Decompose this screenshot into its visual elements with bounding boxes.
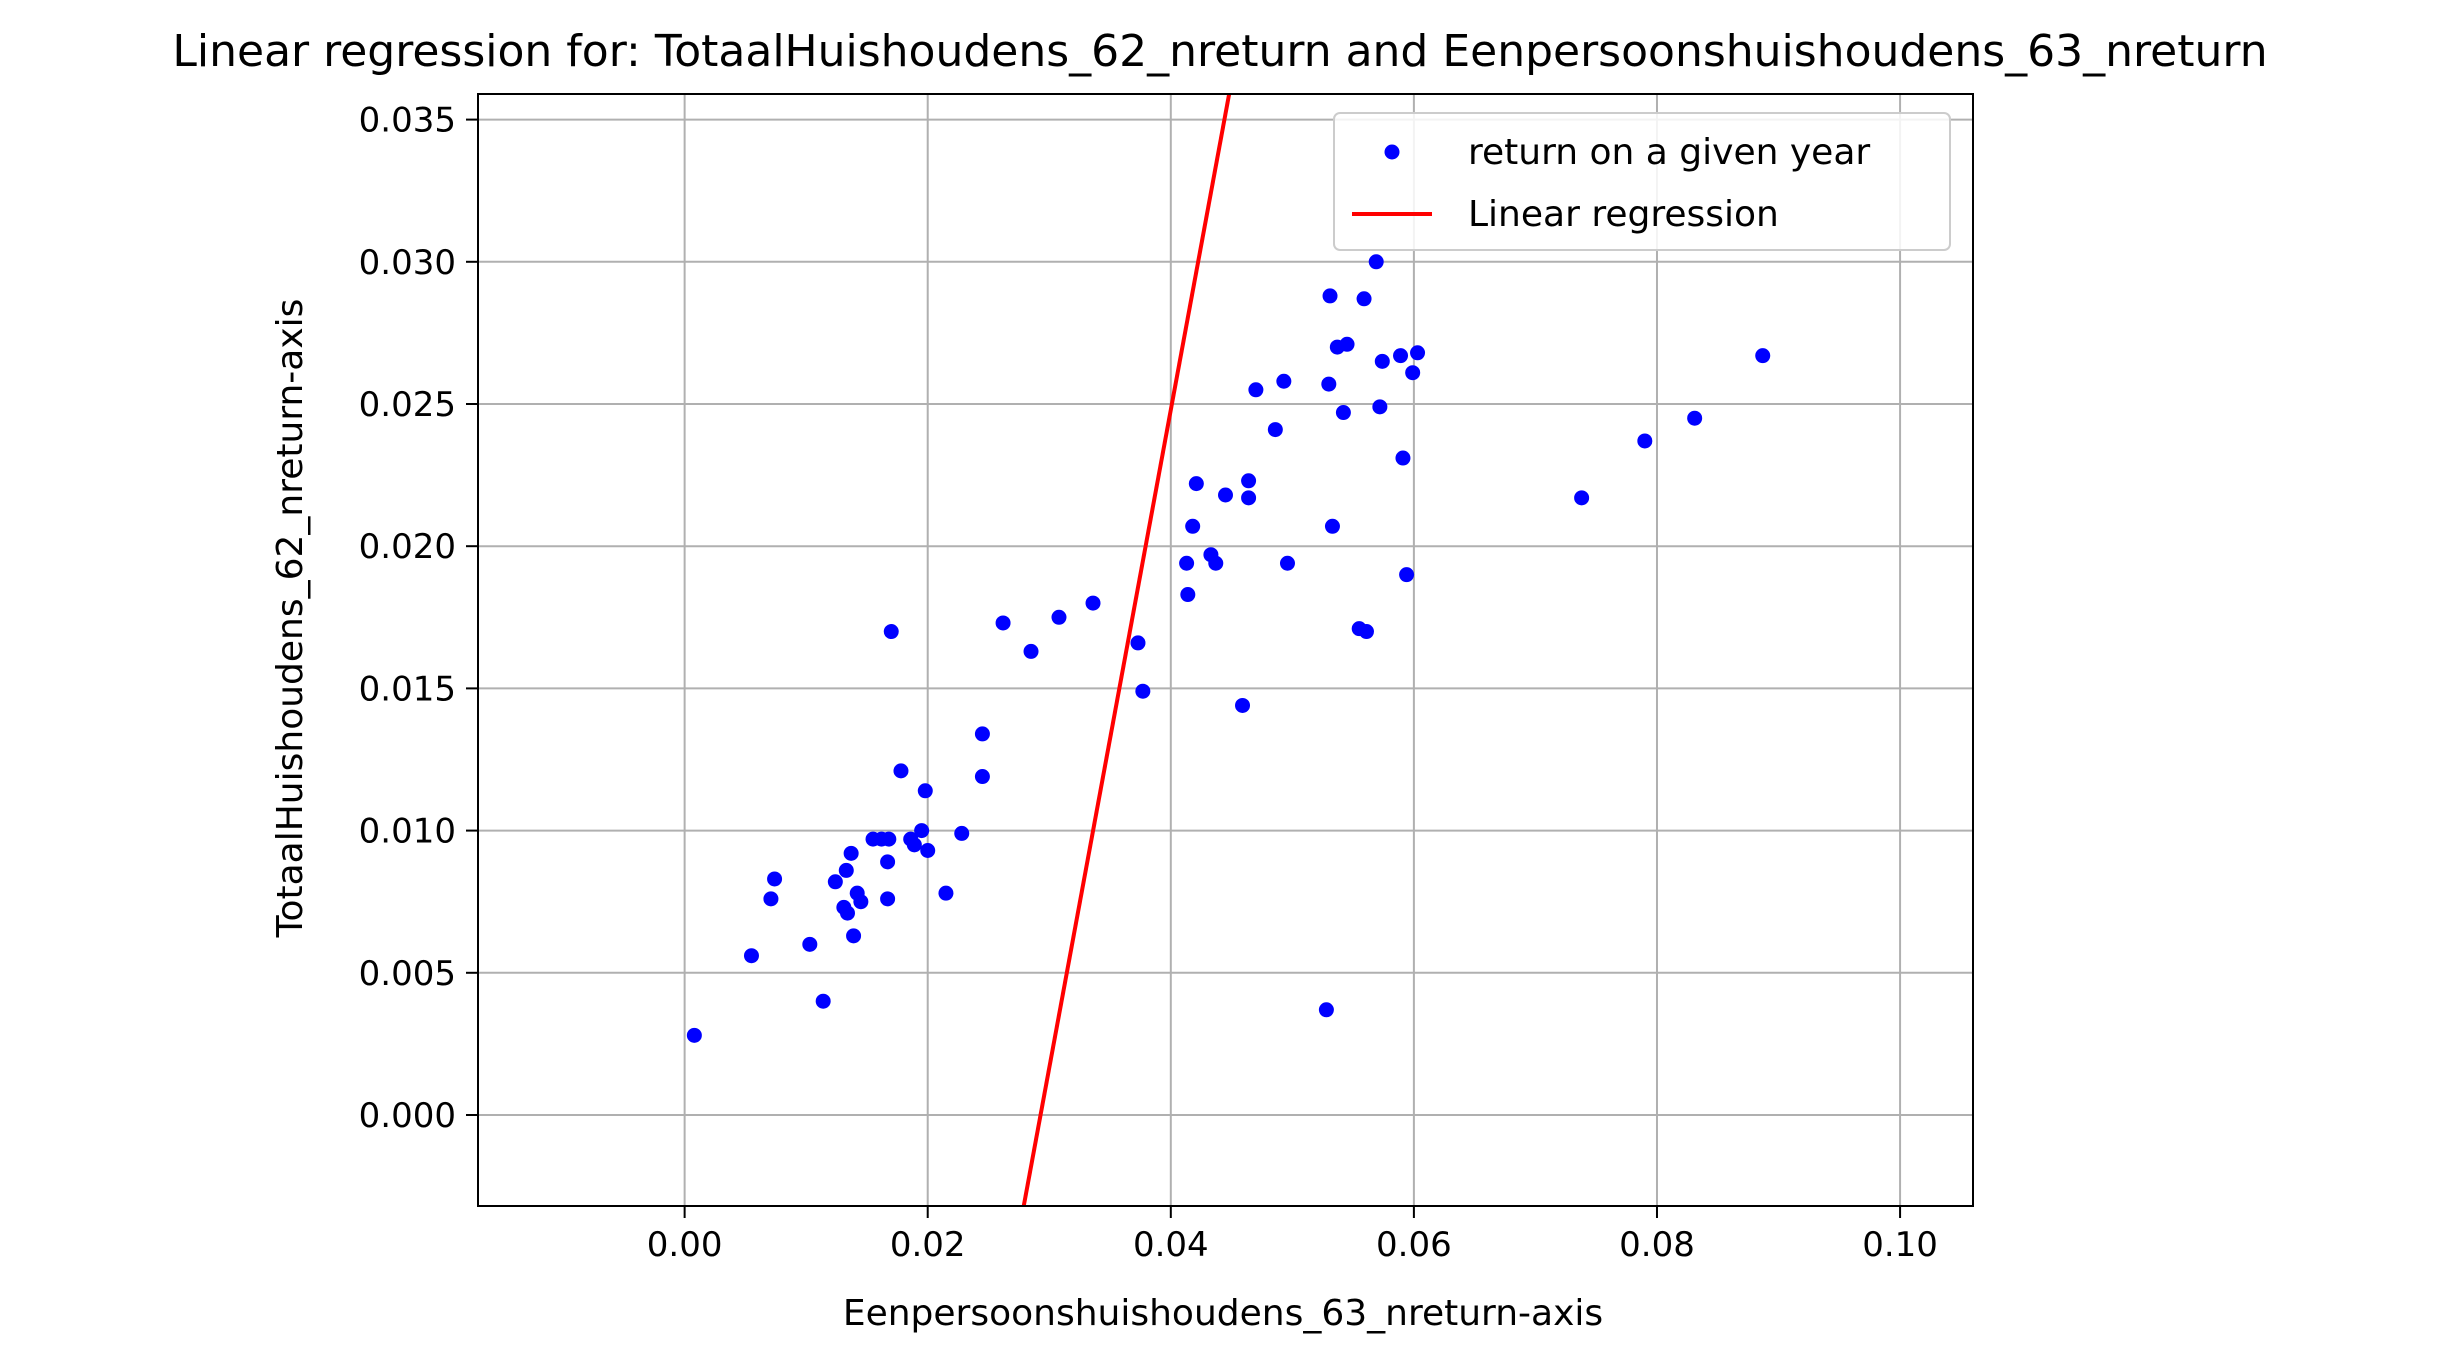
scatter-point xyxy=(1241,490,1257,506)
scatter-point xyxy=(1235,697,1251,713)
scatter-point xyxy=(974,769,990,785)
y-tick-label: 0.015 xyxy=(359,669,456,709)
x-tick-label: 0.04 xyxy=(1133,1225,1209,1265)
legend-label: Linear regression xyxy=(1468,194,1779,235)
scatter-point xyxy=(1368,254,1384,270)
scatter-point xyxy=(880,854,896,870)
scatter-point xyxy=(893,763,909,779)
scatter-point xyxy=(1335,405,1351,421)
scatter-point xyxy=(1405,365,1421,381)
legend-box xyxy=(1333,112,1951,251)
scatter-point xyxy=(846,928,862,944)
scatter-point xyxy=(914,823,930,839)
y-tick-label: 0.000 xyxy=(359,1096,456,1136)
legend-point-marker xyxy=(1384,144,1400,160)
scatter-point xyxy=(1267,422,1283,438)
scatter-point xyxy=(1321,376,1337,392)
scatter-point xyxy=(906,837,922,853)
scatter-point xyxy=(853,894,869,910)
regression-line xyxy=(1021,94,1232,1206)
scatter-point xyxy=(1051,609,1067,625)
x-tick-label: 0.00 xyxy=(647,1225,723,1265)
scatter-point xyxy=(843,845,859,861)
scatter-point xyxy=(995,615,1011,631)
scatter-point xyxy=(1393,348,1409,364)
scatter-point xyxy=(1279,555,1295,571)
scatter-point xyxy=(1188,476,1204,492)
scatter-point xyxy=(1179,555,1195,571)
scatter-point xyxy=(1358,624,1374,640)
chart-title: Linear regression for: TotaalHuishoudens… xyxy=(172,26,2267,77)
scatter-point xyxy=(802,936,818,952)
legend: return on a given year Linear regression xyxy=(1333,112,1951,251)
plot-frame xyxy=(477,93,1974,1207)
scatter-point xyxy=(1085,595,1101,611)
scatter-point xyxy=(686,1027,702,1043)
scatter-point xyxy=(1248,382,1264,398)
scatter-point xyxy=(767,871,783,887)
scatter-point xyxy=(1318,1002,1334,1018)
scatter-point xyxy=(1130,635,1146,651)
y-tick-label: 0.020 xyxy=(359,527,456,567)
scatter-point xyxy=(1637,433,1653,449)
scatter-point xyxy=(1372,399,1388,415)
x-tick-label: 0.06 xyxy=(1376,1225,1452,1265)
scatter-point xyxy=(880,891,896,907)
scatter-point xyxy=(1339,336,1355,352)
scatter-point xyxy=(763,891,779,907)
scatter-point xyxy=(938,885,954,901)
scatter-point xyxy=(1395,450,1411,466)
x-tick-label: 0.02 xyxy=(890,1225,966,1265)
scatter-point xyxy=(839,905,855,921)
scatter-point xyxy=(1185,518,1201,534)
scatter-point xyxy=(920,843,936,859)
x-tick-label: 0.10 xyxy=(1862,1225,1938,1265)
scatter-point xyxy=(815,993,831,1009)
scatter-point xyxy=(917,783,933,799)
scatter-point xyxy=(881,831,897,847)
y-axis-title: TotaalHuishoudens_62_nreturn-axis xyxy=(270,299,311,939)
scatter-point xyxy=(1322,288,1338,304)
scatter-point xyxy=(1374,353,1390,369)
series-layer xyxy=(686,94,1771,1206)
scatter-point xyxy=(883,624,899,640)
scatter-point xyxy=(1135,683,1151,699)
scatter-point xyxy=(1755,348,1771,364)
scatter-point xyxy=(1208,555,1224,571)
scatter-point xyxy=(1324,518,1340,534)
scatter-point xyxy=(838,862,854,878)
y-tick-label: 0.005 xyxy=(359,954,456,994)
scatter-point xyxy=(954,825,970,841)
scatter-point xyxy=(1410,345,1426,361)
legend-label: return on a given year xyxy=(1468,132,1870,173)
plot-area: 0.00 0.02 0.04 0.06 0.08 0.10 0.000 0.005 0.010 0… xyxy=(359,93,1974,1265)
scatter-point xyxy=(1180,587,1196,603)
scatter-point xyxy=(827,874,843,890)
y-tick-label: 0.030 xyxy=(359,243,456,283)
y-tick-label: 0.010 xyxy=(359,812,456,852)
x-tick-label: 0.08 xyxy=(1619,1225,1695,1265)
scatter-point xyxy=(974,726,990,742)
scatter-point xyxy=(1356,291,1372,307)
scatter-point xyxy=(743,948,759,964)
scatter-point xyxy=(1023,643,1039,659)
scatter-point xyxy=(1218,487,1233,503)
y-tick-label: 0.025 xyxy=(359,385,456,425)
scatter-point xyxy=(1241,473,1257,489)
scatter-point xyxy=(1276,373,1292,389)
scatter-point xyxy=(1399,567,1415,583)
scatter-point xyxy=(1687,410,1703,426)
y-tick-label: 0.035 xyxy=(359,101,456,141)
scatter-point xyxy=(1574,490,1590,506)
x-axis-title: Eenpersoonshuishoudens_63_nreturn-axis xyxy=(843,1293,1603,1334)
